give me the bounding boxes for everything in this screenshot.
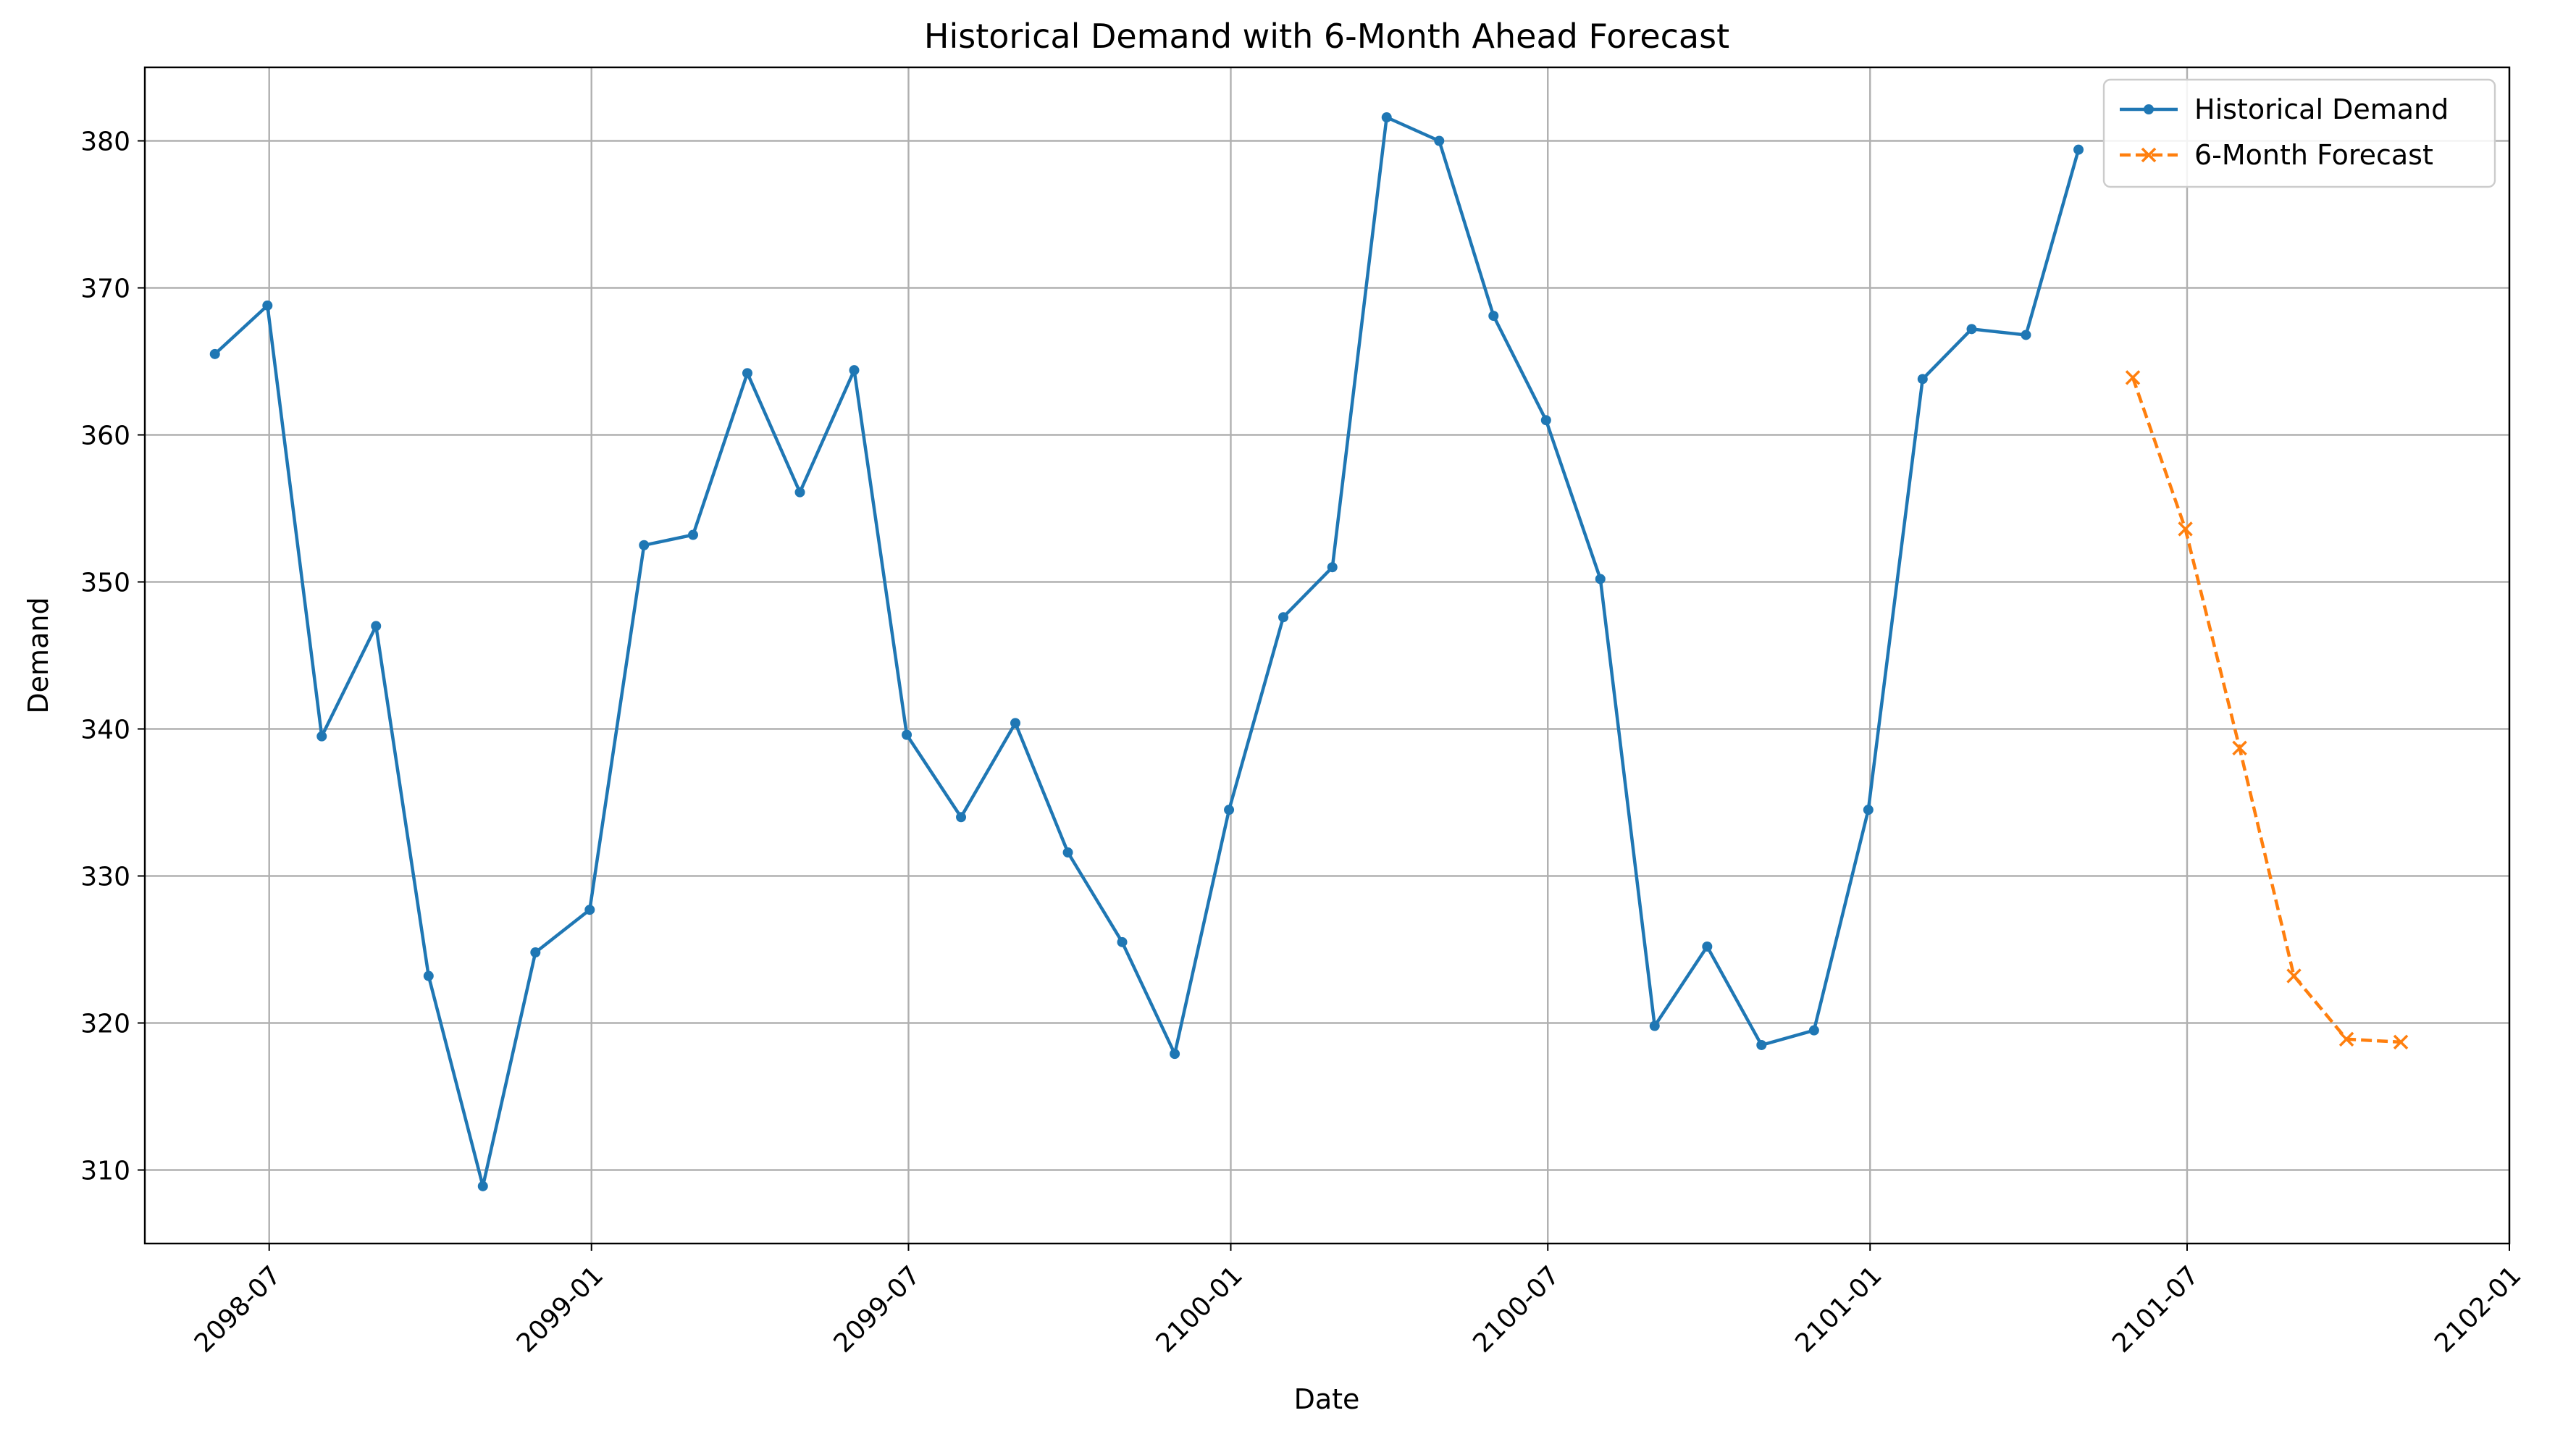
series-forecast-point-stroke	[2125, 370, 2141, 385]
series-historical-point	[1917, 374, 1928, 385]
y-tick-label: 350	[80, 569, 130, 598]
legend-historical-label: Historical Demand	[2194, 93, 2449, 125]
y-tick-label: 380	[80, 127, 130, 157]
series-historical-point	[1863, 805, 1874, 815]
legend-box	[2102, 78, 2496, 188]
legend-forecast-label: 6-Month Forecast	[2194, 139, 2433, 171]
series-historical-point	[1381, 112, 1392, 123]
series-historical-point	[262, 300, 273, 311]
series-historical-point	[2021, 330, 2031, 340]
series-historical-point	[956, 812, 967, 823]
series-historical-point	[1966, 324, 1977, 335]
y-tick-label: 310	[80, 1157, 130, 1186]
series-historical-point	[477, 1181, 488, 1191]
y-tick-label: 370	[80, 274, 130, 304]
legend: Historical Demand 6-Month Forecast	[2102, 78, 2496, 188]
y-tick-label: 340	[80, 716, 130, 745]
series-historical-point	[687, 529, 698, 540]
series-historical-point	[1010, 718, 1021, 729]
series-historical-point	[742, 368, 752, 379]
legend-forecast-x	[2141, 147, 2157, 163]
series-historical-point	[1649, 1020, 1660, 1031]
series-historical-point	[1434, 135, 1445, 146]
series-historical-point	[584, 905, 595, 915]
series-historical-point	[1702, 941, 1713, 952]
series-historical-point	[209, 348, 220, 359]
series-historical-point	[2073, 144, 2084, 155]
series-forecast-point	[2232, 740, 2247, 756]
series-historical-line	[214, 115, 2081, 1188]
legend-historical-marker	[2144, 104, 2154, 114]
series-forecast-point-stroke	[2232, 740, 2247, 756]
y-tick-label: 330	[80, 863, 130, 892]
series-historical-point	[530, 947, 541, 958]
x-axis-label: Date	[1294, 1383, 1360, 1415]
series-layer	[209, 112, 2409, 1191]
series-historical-point	[316, 731, 327, 742]
series-historical-point	[639, 540, 650, 550]
chart-title: Historical Demand with 6-Month Ahead For…	[924, 17, 1729, 56]
y-gridlines	[145, 140, 2509, 1171]
series-forecast-line	[2131, 377, 2401, 1044]
y-tick-label: 360	[80, 422, 130, 451]
series-historical-point	[1595, 574, 1606, 584]
plot-frame	[143, 66, 2511, 1245]
y-tick-label: 320	[80, 1010, 130, 1039]
series-historical-point	[1117, 936, 1128, 947]
series-historical-point	[1224, 805, 1235, 815]
series-historical-point	[1808, 1025, 1819, 1036]
series-historical-point	[423, 970, 434, 981]
series-historical-point	[1488, 311, 1499, 322]
series-forecast-point	[2125, 370, 2141, 385]
series-forecast-point	[2178, 521, 2193, 537]
series-historical-point	[1170, 1049, 1180, 1060]
series-historical-point	[849, 365, 860, 376]
series-historical-point	[1540, 415, 1551, 426]
legend-forecast-x-stroke	[2141, 147, 2157, 163]
series-forecast	[2125, 370, 2409, 1050]
series-historical-point	[371, 621, 382, 632]
series-historical	[209, 112, 2084, 1191]
series-historical-point	[902, 729, 912, 740]
series-forecast-point	[2338, 1031, 2354, 1047]
series-forecast-point	[2286, 968, 2302, 984]
series-forecast-point-stroke	[2286, 968, 2302, 984]
series-forecast-point-stroke	[2393, 1034, 2409, 1050]
series-historical-point	[794, 487, 805, 498]
y-axis: 310 320 330 340 350 360 370 380	[80, 127, 145, 1186]
plot-area	[145, 67, 2509, 1244]
y-axis-label: Demand	[22, 597, 54, 713]
series-historical-point	[1278, 612, 1289, 623]
series-historical-point	[1756, 1039, 1767, 1050]
series-historical-point	[1062, 847, 1073, 858]
series-forecast-point-stroke	[2338, 1031, 2354, 1047]
series-forecast-point	[2393, 1034, 2409, 1050]
series-forecast-point-stroke	[2178, 521, 2193, 537]
legend-forecast-marker	[2141, 147, 2157, 163]
series-historical-point	[1327, 562, 1338, 573]
